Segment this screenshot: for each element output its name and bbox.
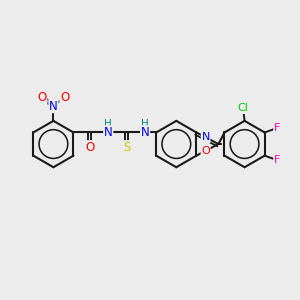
- Text: F: F: [274, 123, 280, 133]
- Text: H: H: [104, 119, 112, 129]
- Text: O: O: [38, 91, 47, 103]
- Text: S: S: [123, 141, 130, 154]
- Text: O: O: [201, 146, 210, 156]
- Text: N: N: [202, 132, 210, 142]
- Text: O: O: [60, 91, 69, 103]
- Text: F: F: [274, 155, 280, 165]
- Text: N: N: [141, 126, 149, 139]
- Text: N: N: [49, 100, 58, 112]
- Text: O: O: [85, 141, 94, 154]
- Text: H: H: [141, 119, 149, 129]
- Text: Cl: Cl: [238, 103, 248, 113]
- Text: N: N: [104, 126, 112, 139]
